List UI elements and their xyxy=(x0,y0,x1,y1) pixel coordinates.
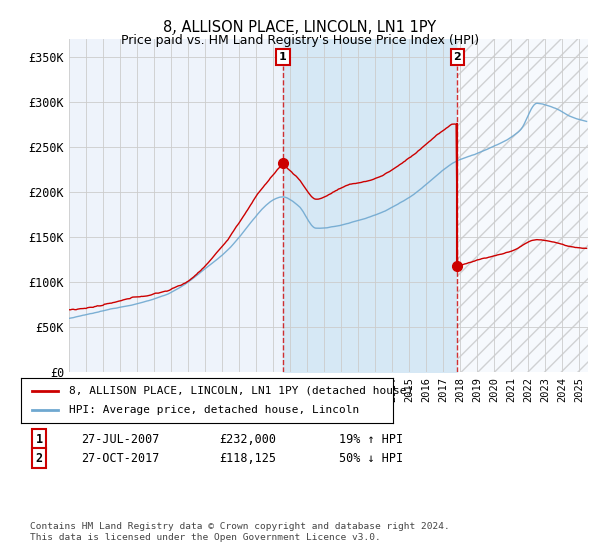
Text: This data is licensed under the Open Government Licence v3.0.: This data is licensed under the Open Gov… xyxy=(30,533,381,542)
Text: 1: 1 xyxy=(35,432,43,446)
Text: HPI: Average price, detached house, Lincoln: HPI: Average price, detached house, Linc… xyxy=(70,405,359,416)
Text: 27-JUL-2007: 27-JUL-2007 xyxy=(81,432,160,446)
Text: £232,000: £232,000 xyxy=(219,432,276,446)
Text: 8, ALLISON PLACE, LINCOLN, LN1 1PY: 8, ALLISON PLACE, LINCOLN, LN1 1PY xyxy=(163,20,437,35)
Text: 19% ↑ HPI: 19% ↑ HPI xyxy=(339,432,403,446)
Text: Contains HM Land Registry data © Crown copyright and database right 2024.: Contains HM Land Registry data © Crown c… xyxy=(30,522,450,531)
Text: 27-OCT-2017: 27-OCT-2017 xyxy=(81,451,160,465)
Text: £118,125: £118,125 xyxy=(219,451,276,465)
Bar xyxy=(457,39,588,372)
Text: 2: 2 xyxy=(454,52,461,62)
Text: 1: 1 xyxy=(279,52,287,62)
Text: Price paid vs. HM Land Registry's House Price Index (HPI): Price paid vs. HM Land Registry's House … xyxy=(121,34,479,46)
Text: 2: 2 xyxy=(35,451,43,465)
Text: 50% ↓ HPI: 50% ↓ HPI xyxy=(339,451,403,465)
Text: 8, ALLISON PLACE, LINCOLN, LN1 1PY (detached house): 8, ALLISON PLACE, LINCOLN, LN1 1PY (deta… xyxy=(70,385,413,395)
